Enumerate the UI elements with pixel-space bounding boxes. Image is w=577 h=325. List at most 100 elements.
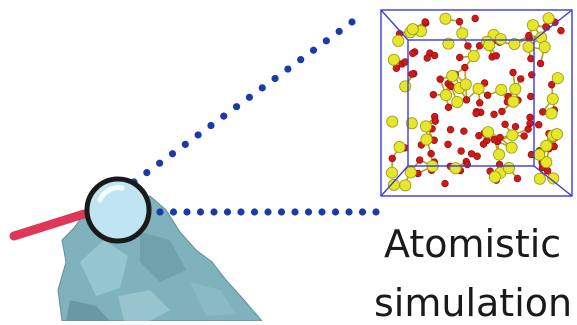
silicon-atom (495, 33, 506, 44)
projection-dot (264, 208, 271, 215)
projection-dot (156, 208, 163, 215)
projection-dot (310, 47, 317, 54)
oxygen-atom (493, 52, 500, 59)
silicon-atom (483, 40, 494, 51)
oxygen-atom (458, 148, 465, 155)
projection-dot (195, 131, 202, 138)
silicon-atom (547, 93, 558, 104)
oxygen-atom (510, 69, 517, 76)
oxygen-atom (432, 118, 439, 125)
projection-dot (345, 208, 352, 215)
projection-line-bottom (156, 208, 379, 215)
oxygen-atom (472, 15, 479, 22)
silicon-atom (388, 54, 399, 65)
projection-dot (207, 122, 214, 129)
silicon-atom (523, 41, 534, 52)
oxygen-atom (496, 161, 503, 168)
silicon-atom (510, 83, 521, 94)
oxygen-atom (473, 110, 480, 117)
projection-dot (259, 84, 266, 91)
projection-dot (246, 94, 253, 101)
caption-line-2: simulation (374, 284, 572, 322)
silicon-atom (508, 96, 519, 107)
oxygen-atom (393, 65, 400, 72)
projection-dot (336, 28, 343, 35)
oxygen-atom (422, 19, 429, 26)
silicon-atom (440, 13, 451, 24)
projection-dot (182, 141, 189, 148)
silicon-atom (534, 149, 545, 160)
oxygen-atom (465, 43, 472, 50)
oxygen-atom (389, 155, 396, 162)
projection-dot (156, 160, 163, 167)
oxygen-atom (475, 132, 482, 139)
oxygen-atom (409, 50, 416, 57)
oxygen-atom (521, 133, 528, 140)
oxygen-atom (527, 120, 534, 127)
projection-dot (291, 208, 298, 215)
silicon-atom (534, 173, 545, 184)
silicon-atom (450, 163, 461, 174)
oxygen-atom (537, 60, 544, 67)
oxygen-atom (539, 108, 546, 115)
projection-dot (197, 208, 204, 215)
projection-dot (143, 169, 150, 176)
oxygen-atom (437, 76, 444, 83)
projection-dot (332, 208, 339, 215)
projection-dot (284, 65, 291, 72)
silicon-atom (552, 73, 563, 84)
silicon-atom (539, 41, 550, 52)
oxygen-atom (514, 175, 521, 182)
projection-dot (372, 208, 379, 215)
silicon-atom (543, 13, 554, 24)
oxygen-atom (468, 150, 475, 157)
oxygen-atom (431, 52, 438, 59)
oxygen-atom (476, 99, 483, 106)
silicon-atom (546, 108, 557, 119)
oxygen-atom (484, 92, 491, 99)
projection-dot (183, 208, 190, 215)
projection-dot (297, 56, 304, 63)
silicon-atom (400, 180, 411, 191)
projection-dot (220, 113, 227, 120)
projection-dot (323, 37, 330, 44)
oxygen-atom (512, 123, 519, 130)
projection-dot (251, 208, 258, 215)
projection-dot (237, 208, 244, 215)
silicon-atom (493, 149, 504, 160)
atomic-simulation-cell (381, 10, 572, 196)
cell-edge (381, 10, 408, 40)
oxygen-atom (502, 121, 509, 128)
oxygen-atom (517, 75, 524, 82)
oxygen-atom (445, 141, 452, 148)
oxygen-atom (499, 108, 506, 115)
oxygen-atom (464, 161, 471, 168)
oxygen-atom (491, 111, 498, 118)
silicon-atom (407, 24, 418, 35)
silicon-atom (387, 116, 398, 127)
oxygen-atom (460, 128, 467, 135)
projection-dot (359, 208, 366, 215)
oxygen-atom (463, 96, 470, 103)
silicon-atom (527, 20, 538, 31)
oxygen-atom (558, 27, 565, 34)
projection-dot (210, 208, 217, 215)
silicon-atom (506, 142, 517, 153)
projection-dot (170, 208, 177, 215)
caption-line-1: Atomistic (384, 225, 561, 263)
projection-dot (224, 208, 231, 215)
oxygen-atom (544, 167, 551, 174)
silicon-atom (405, 167, 416, 178)
oxygen-atom (535, 121, 542, 128)
silicon-atom (421, 134, 432, 145)
oxygen-atom (445, 104, 452, 111)
projection-line-top (130, 18, 355, 185)
projection-dot (305, 208, 312, 215)
silicon-atom (386, 167, 397, 178)
oxygen-atom (428, 150, 435, 157)
silicon-atom (503, 162, 514, 173)
projection-dot (348, 18, 355, 25)
oxygen-atom (442, 180, 449, 187)
silicon-atom (489, 171, 500, 182)
